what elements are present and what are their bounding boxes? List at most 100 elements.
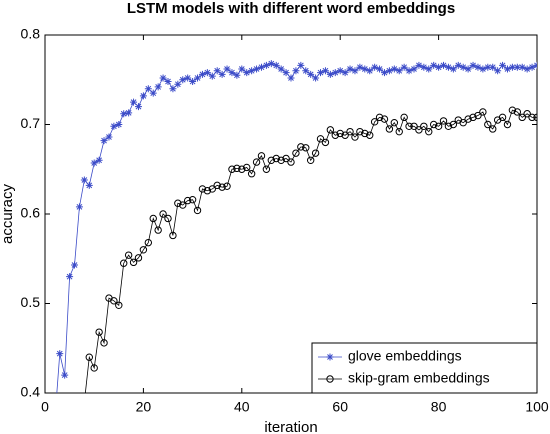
data-point bbox=[459, 119, 467, 127]
data-point bbox=[331, 131, 339, 139]
data-point bbox=[513, 108, 522, 116]
data-point bbox=[503, 120, 512, 129]
data-point bbox=[336, 67, 344, 75]
data-point bbox=[198, 185, 207, 193]
data-point bbox=[105, 133, 113, 141]
data-point bbox=[341, 131, 349, 139]
data-point bbox=[218, 183, 226, 191]
data-point bbox=[316, 135, 325, 143]
data-point bbox=[292, 149, 300, 157]
data-point bbox=[159, 210, 167, 218]
data-point bbox=[484, 120, 492, 129]
data-point bbox=[533, 61, 537, 69]
data-point bbox=[430, 61, 438, 69]
data-point bbox=[159, 74, 167, 82]
data-point bbox=[124, 251, 133, 259]
data-point bbox=[385, 67, 393, 75]
data-point bbox=[425, 65, 433, 73]
data-point bbox=[297, 143, 305, 151]
data-point bbox=[218, 70, 226, 78]
data-point bbox=[149, 214, 157, 223]
x-tick-label: 80 bbox=[431, 399, 447, 415]
data-point bbox=[370, 118, 379, 126]
data-point bbox=[184, 74, 192, 82]
data-point bbox=[51, 416, 58, 423]
data-point bbox=[223, 65, 231, 73]
data-point bbox=[277, 65, 285, 73]
data-point bbox=[110, 122, 118, 130]
data-point bbox=[282, 154, 290, 163]
data-point bbox=[410, 65, 418, 73]
data-point bbox=[247, 170, 256, 178]
data-point bbox=[508, 106, 517, 114]
data-point bbox=[125, 109, 133, 117]
data-point bbox=[66, 273, 74, 281]
y-tick-label: 0.7 bbox=[21, 115, 41, 131]
data-point bbox=[154, 226, 162, 234]
data-point bbox=[272, 61, 280, 69]
data-point bbox=[326, 126, 335, 134]
data-point bbox=[193, 206, 202, 215]
data-point bbox=[361, 129, 369, 138]
data-point bbox=[321, 67, 329, 75]
data-point bbox=[489, 63, 497, 71]
data-point bbox=[85, 353, 93, 361]
data-point bbox=[130, 98, 138, 106]
data-point bbox=[523, 110, 531, 118]
data-point bbox=[257, 63, 265, 71]
data-point bbox=[203, 187, 212, 195]
data-point bbox=[464, 115, 472, 123]
data-point bbox=[213, 181, 221, 190]
data-point bbox=[154, 83, 162, 91]
data-point bbox=[351, 133, 359, 141]
data-point bbox=[306, 156, 315, 165]
data-point bbox=[375, 113, 384, 122]
data-point bbox=[287, 74, 295, 82]
plot-area bbox=[51, 60, 537, 423]
data-point bbox=[518, 113, 526, 122]
x-tick-label: 20 bbox=[136, 399, 152, 415]
data-point bbox=[528, 63, 536, 71]
data-point bbox=[253, 65, 261, 73]
data-point bbox=[179, 201, 187, 209]
data-point bbox=[164, 214, 172, 223]
data-point bbox=[351, 67, 359, 75]
data-point bbox=[174, 80, 182, 88]
data-point bbox=[223, 182, 231, 190]
data-point bbox=[169, 231, 177, 240]
data-point bbox=[420, 122, 428, 130]
data-point bbox=[139, 246, 148, 254]
data-point bbox=[499, 61, 507, 69]
data-point bbox=[405, 122, 413, 130]
data-point bbox=[317, 69, 325, 77]
data-point bbox=[336, 129, 344, 138]
data-point bbox=[115, 301, 123, 309]
data-point bbox=[302, 144, 310, 152]
data-point bbox=[297, 61, 305, 69]
data-point bbox=[415, 61, 423, 69]
data-point bbox=[272, 154, 280, 163]
data-point bbox=[479, 65, 487, 73]
data-point bbox=[233, 71, 241, 79]
data-point bbox=[120, 259, 128, 267]
data-point bbox=[134, 254, 143, 262]
data-point bbox=[518, 63, 526, 71]
data-point bbox=[248, 67, 256, 75]
data-point bbox=[95, 156, 103, 164]
data-point bbox=[341, 69, 349, 77]
data-point bbox=[198, 70, 206, 78]
data-point bbox=[90, 159, 98, 167]
x-tick-label: 40 bbox=[234, 399, 250, 415]
data-point bbox=[479, 108, 487, 116]
y-axis-label: accuracy bbox=[0, 183, 16, 244]
data-point bbox=[277, 156, 285, 165]
data-point bbox=[474, 111, 482, 120]
data-point bbox=[312, 74, 320, 82]
data-point bbox=[498, 113, 507, 122]
data-point bbox=[454, 61, 462, 69]
data-point bbox=[410, 122, 418, 130]
data-point bbox=[523, 65, 531, 73]
data-point bbox=[434, 122, 443, 130]
data-point bbox=[356, 127, 364, 136]
